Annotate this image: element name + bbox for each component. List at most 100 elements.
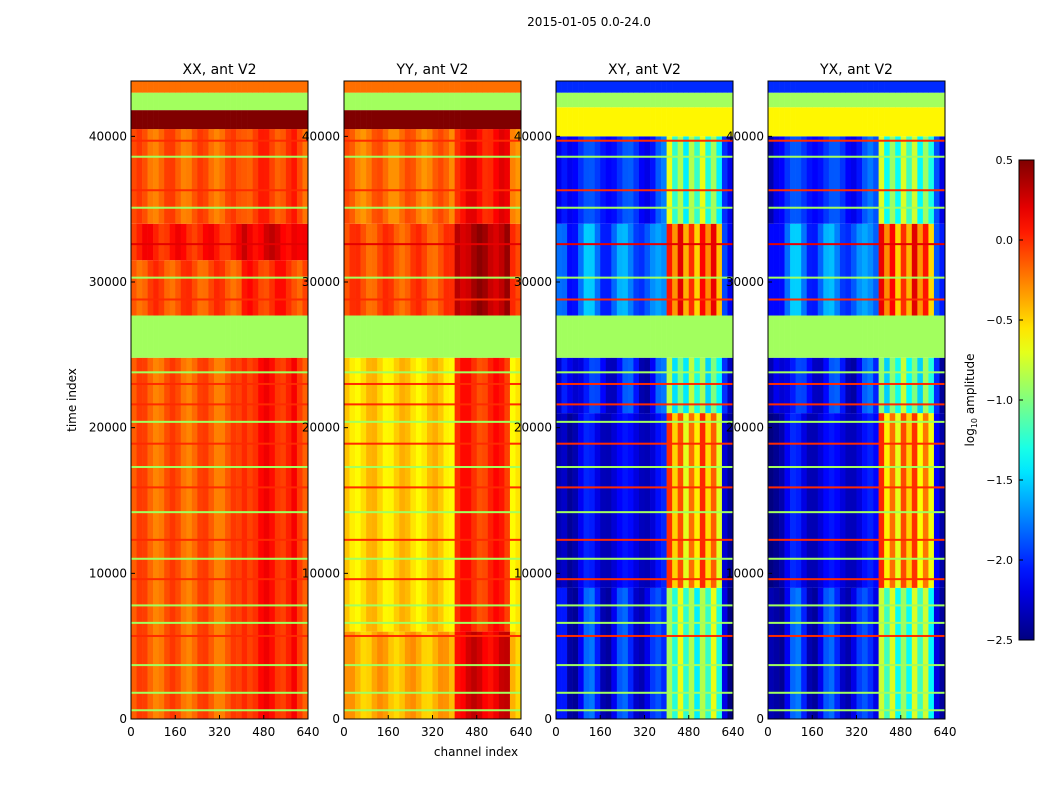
heatmap-cell: [404, 631, 411, 719]
heatmap-cell: [426, 110, 433, 130]
x-tick-label: 0: [552, 725, 560, 739]
heatmap-cell: [258, 260, 265, 316]
heatmap-cell: [567, 136, 573, 224]
heatmap-cell: [873, 92, 879, 108]
heatmap-cell: [202, 315, 209, 358]
heatmap-cell: [790, 357, 796, 414]
y-tick-label: 10000: [514, 566, 552, 580]
heatmap-cell: [366, 110, 372, 130]
heatmap-cell: [661, 136, 667, 224]
heatmap-cell: [801, 223, 808, 316]
y-tick-label: 30000: [514, 275, 552, 289]
heatmap-stripe: [131, 486, 308, 489]
heatmap-cell: [644, 223, 651, 316]
heatmap-cell: [922, 81, 929, 93]
heatmap-cell: [594, 81, 601, 93]
heatmap-cell: [922, 107, 929, 137]
heatmap-cell: [498, 223, 505, 316]
heatmap-cell: [727, 315, 734, 358]
heatmap-cell: [274, 315, 281, 358]
heatmap-cell: [355, 357, 361, 632]
heatmap-cell: [605, 315, 612, 358]
heatmap-cell: [482, 357, 489, 632]
heatmap-cell: [677, 357, 684, 414]
heatmap-cell: [515, 631, 522, 719]
heatmap-cell: [164, 129, 171, 224]
heatmap-cell: [928, 81, 935, 93]
heatmap-cell: [493, 110, 500, 130]
heatmap-stripe: [556, 276, 733, 279]
heatmap-cell: [779, 357, 785, 414]
heatmap-cell: [616, 315, 623, 358]
heatmap-cell: [460, 357, 466, 632]
heatmap-cell: [806, 587, 813, 719]
heatmap-cell: [644, 315, 651, 358]
heatmap-cell: [884, 223, 890, 316]
heatmap-cell: [889, 107, 896, 137]
heatmap-cell: [377, 357, 384, 632]
heatmap-cell: [421, 315, 428, 358]
heatmap-cell: [349, 92, 356, 111]
heatmap-cell: [655, 413, 662, 588]
panel-1: YY, ant V2 0 160 320 480 640 0 10000 20000 30000 4…: [302, 62, 533, 739]
heatmap-cell: [225, 92, 231, 111]
heatmap-cell: [677, 136, 684, 224]
heatmap-cell: [296, 223, 303, 261]
heatmap-cell: [280, 110, 287, 130]
heatmap-stripe: [768, 486, 945, 489]
heatmap-cell: [164, 110, 171, 130]
heatmap-cell: [153, 92, 159, 111]
heatmap-cell: [498, 631, 505, 719]
heatmap-cell: [790, 92, 796, 108]
heatmap-cell: [644, 587, 651, 719]
heatmap-cell: [917, 315, 924, 358]
heatmap-cell: [219, 260, 226, 316]
heatmap-cell: [911, 315, 918, 358]
heatmap-cell: [727, 136, 734, 224]
heatmap-cell: [650, 315, 656, 358]
heatmap-cell: [296, 92, 303, 111]
heatmap-cell: [583, 92, 590, 108]
heatmap-cell: [274, 260, 281, 316]
heatmap-cell: [285, 129, 292, 224]
heatmap-cell: [572, 81, 579, 93]
heatmap-cell: [360, 81, 367, 93]
heatmap-cell: [258, 110, 265, 130]
heatmap-cell: [404, 110, 411, 130]
heatmap-cell: [605, 223, 612, 316]
heatmap-cell: [487, 357, 494, 632]
heatmap-cell: [856, 315, 863, 358]
heatmap-cell: [236, 81, 242, 93]
y-tick-label: 40000: [89, 129, 127, 143]
heatmap-cell: [274, 81, 281, 93]
heatmap-cell: [917, 107, 924, 137]
heatmap-cell: [823, 92, 830, 108]
heatmap-cell: [716, 136, 723, 224]
x-tick-label: 160: [801, 725, 824, 739]
heatmap-cell: [906, 315, 913, 358]
heatmap-cell: [705, 587, 712, 719]
heatmap-cell: [878, 413, 885, 588]
heatmap-cell: [867, 413, 874, 588]
heatmap-cell: [285, 92, 292, 111]
heatmap-cell: [716, 357, 723, 414]
heatmap-cell: [666, 223, 673, 316]
heatmap-cell: [225, 81, 231, 93]
heatmap-cell: [705, 223, 712, 316]
heatmap-cell: [895, 92, 902, 108]
heatmap-cell: [677, 107, 684, 137]
heatmap-cell: [443, 315, 450, 358]
heatmap-cell: [873, 315, 879, 358]
heatmap-cell: [269, 110, 276, 130]
heatmap-cell: [694, 413, 701, 588]
heatmap-stripe: [768, 155, 945, 158]
heatmap-cell: [460, 81, 466, 93]
heatmap-cell: [225, 260, 231, 316]
heatmap-cell: [823, 357, 830, 414]
heatmap-cell: [583, 223, 590, 316]
heatmap-cell: [454, 631, 461, 719]
heatmap-cell: [655, 315, 662, 358]
heatmap-cell: [661, 413, 667, 588]
heatmap-cell: [721, 315, 728, 358]
panel-2: XY, ant V2 0 160 320 480 640 0 10000 20000 30000 4…: [514, 62, 745, 739]
